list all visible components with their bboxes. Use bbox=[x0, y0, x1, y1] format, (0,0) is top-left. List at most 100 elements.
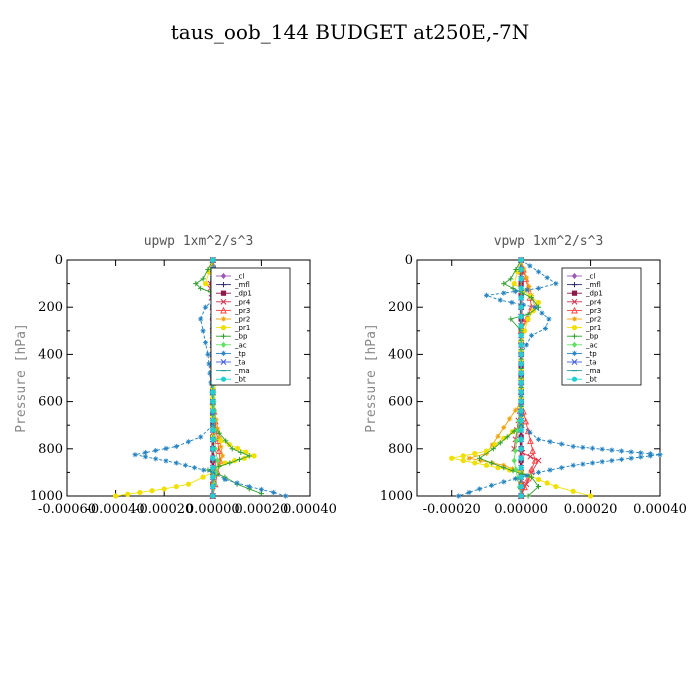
data-point bbox=[216, 435, 222, 441]
data-point bbox=[519, 290, 525, 296]
data-point bbox=[218, 438, 224, 444]
data-point bbox=[547, 467, 553, 473]
data-point bbox=[535, 285, 542, 291]
data-point bbox=[589, 445, 596, 451]
data-point bbox=[200, 276, 206, 282]
data-point bbox=[215, 457, 221, 464]
data-point bbox=[210, 483, 216, 490]
data-point bbox=[628, 455, 634, 461]
data-point bbox=[501, 465, 507, 471]
y-tick-label: 1000 bbox=[380, 489, 413, 504]
legend-label: _ma bbox=[234, 367, 250, 375]
data-point bbox=[518, 361, 524, 367]
data-point bbox=[497, 297, 503, 303]
x-tick-label: 0.00020 bbox=[235, 502, 289, 517]
data-point bbox=[518, 266, 524, 273]
data-point bbox=[137, 489, 143, 496]
data-point bbox=[518, 304, 524, 310]
data-point bbox=[544, 275, 550, 281]
data-point bbox=[524, 287, 530, 293]
y-tick-label: 600 bbox=[38, 395, 63, 410]
y-tick-label: 800 bbox=[388, 442, 413, 457]
legend-label: _pr4 bbox=[234, 298, 251, 306]
legend-label: _bt bbox=[585, 376, 597, 384]
data-point bbox=[528, 465, 535, 473]
data-point bbox=[525, 316, 531, 322]
data-point bbox=[529, 447, 537, 454]
data-point bbox=[210, 389, 216, 395]
y-tick-label: 200 bbox=[38, 300, 63, 315]
data-point bbox=[513, 466, 519, 473]
data-point bbox=[238, 449, 244, 455]
data-point bbox=[210, 474, 216, 480]
data-point bbox=[193, 281, 199, 287]
data-point bbox=[570, 462, 576, 468]
legend-marker bbox=[220, 282, 227, 288]
data-point bbox=[527, 429, 533, 435]
data-point bbox=[207, 370, 213, 376]
data-point bbox=[472, 450, 478, 457]
x-tick-label: -0.00060 bbox=[38, 502, 96, 517]
y-tick-label: 800 bbox=[38, 442, 63, 457]
legend-item: _ac bbox=[567, 341, 598, 349]
data-point bbox=[495, 433, 501, 439]
data-point bbox=[512, 407, 518, 413]
legend-item: _pr2 bbox=[567, 316, 601, 324]
data-point bbox=[149, 488, 155, 494]
x-tick-label: 0.00020 bbox=[564, 502, 618, 517]
data-point bbox=[236, 456, 243, 463]
data-point bbox=[518, 483, 524, 490]
data-point bbox=[512, 476, 518, 482]
legend-item: _pr1 bbox=[567, 324, 601, 332]
legend-item: _tp bbox=[567, 350, 597, 358]
data-point bbox=[200, 474, 206, 480]
data-point bbox=[512, 447, 518, 454]
data-point bbox=[142, 450, 148, 456]
x-tick-label: -0.00020 bbox=[423, 502, 481, 517]
legend-item: _bt bbox=[567, 376, 597, 384]
y-tick-label: 200 bbox=[388, 300, 413, 315]
legend-marker bbox=[571, 282, 578, 288]
data-point bbox=[489, 442, 495, 448]
data-point bbox=[210, 465, 216, 471]
data-point bbox=[513, 437, 520, 445]
data-point bbox=[509, 299, 515, 306]
panel-2: vpwp 1xm^2/s^3 Pressure [hPa] 0 200 400 600 80… bbox=[364, 234, 687, 517]
data-point bbox=[243, 449, 249, 455]
data-point bbox=[638, 454, 644, 460]
legend-label: _bp bbox=[234, 333, 248, 341]
data-point bbox=[559, 441, 565, 447]
data-point bbox=[628, 449, 634, 455]
legend-item: _bp bbox=[216, 333, 248, 341]
legend-item: _bp bbox=[567, 333, 599, 341]
data-point bbox=[210, 399, 216, 405]
data-point bbox=[518, 402, 524, 408]
legend-label: _pr2 bbox=[585, 316, 601, 324]
data-point bbox=[589, 460, 596, 466]
data-point bbox=[511, 281, 517, 287]
data-point bbox=[182, 462, 189, 468]
data-point bbox=[535, 299, 542, 306]
data-point bbox=[222, 476, 228, 483]
data-point bbox=[270, 489, 277, 496]
legend-marker bbox=[220, 333, 227, 339]
legend: _cl_mfl_dp1_pr4_pr3_pr2_pr1_bp_ac_tp_ta_… bbox=[561, 267, 642, 386]
data-point bbox=[518, 446, 524, 452]
data-point bbox=[535, 469, 542, 475]
legend-label: _pr4 bbox=[585, 298, 602, 306]
panel-1: upwp 1xm^2/s^3 Pressure [hPa] 0 200 400 600 80… bbox=[14, 234, 337, 517]
legend-marker bbox=[571, 359, 578, 365]
data-point bbox=[497, 440, 503, 446]
data-point bbox=[483, 462, 490, 468]
data-point bbox=[198, 434, 204, 440]
data-point bbox=[609, 447, 615, 453]
data-point bbox=[518, 408, 524, 414]
data-point bbox=[215, 426, 221, 432]
y-tick-label: 400 bbox=[38, 347, 63, 362]
legend-item: _ma bbox=[567, 367, 601, 375]
legend-item: _pr4 bbox=[567, 298, 602, 306]
data-point bbox=[511, 457, 517, 464]
data-point bbox=[518, 332, 524, 339]
data-point bbox=[449, 455, 455, 461]
